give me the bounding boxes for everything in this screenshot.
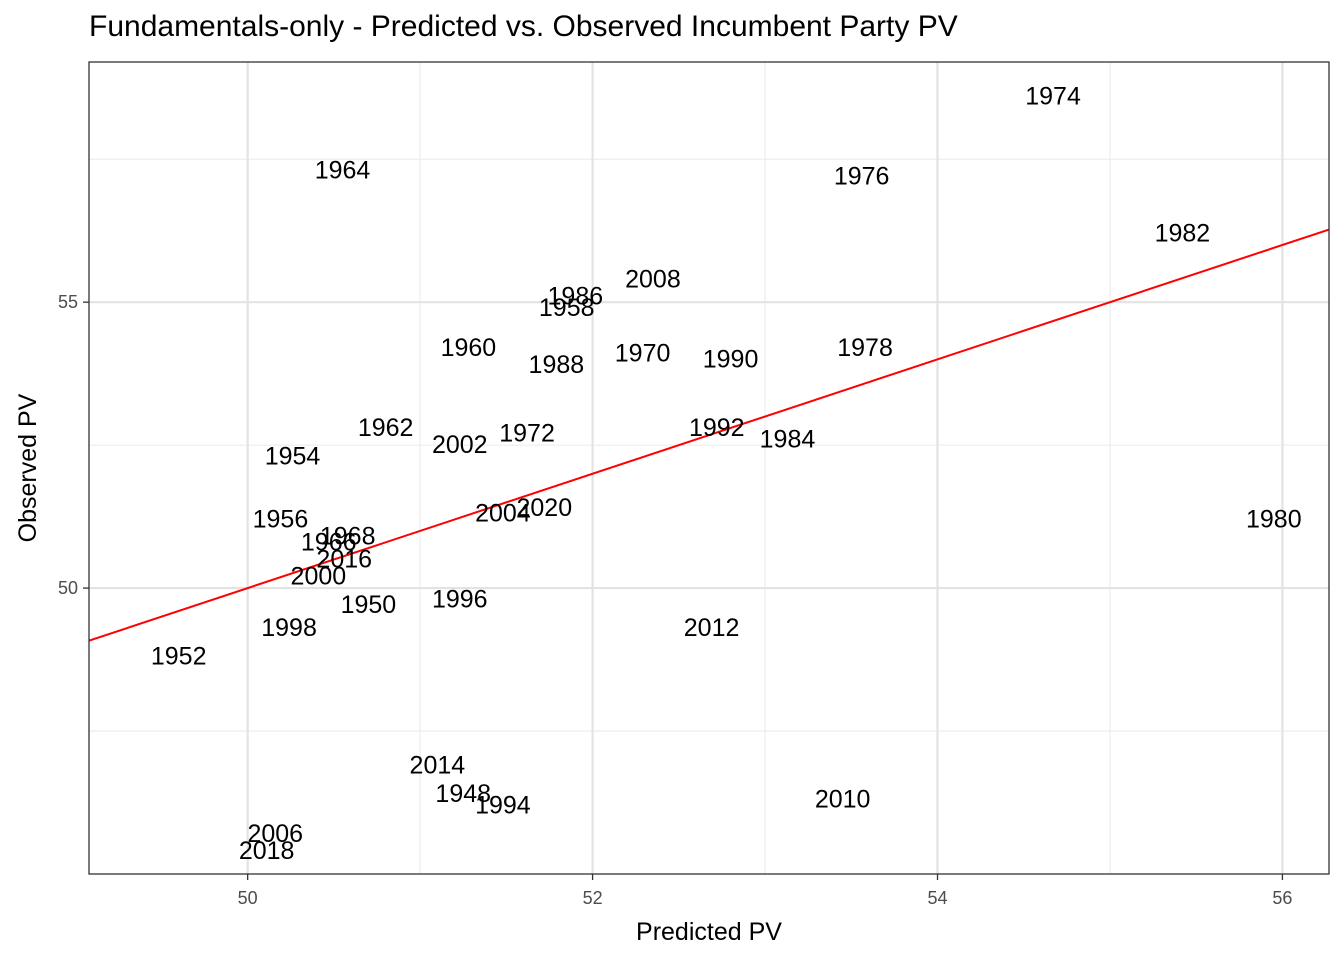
- point-label-1978: 1978: [837, 334, 893, 362]
- point-label-2018: 2018: [239, 837, 295, 865]
- point-label-1950: 1950: [341, 591, 397, 619]
- point-label-2000: 2000: [291, 563, 347, 591]
- point-label-2016: 2016: [316, 545, 372, 573]
- point-label-1990: 1990: [703, 345, 759, 373]
- point-label-1954: 1954: [265, 443, 321, 471]
- plot-panel-background: [89, 62, 1329, 874]
- x-axis-title: Predicted PV: [636, 918, 782, 946]
- x-tick-label: 54: [927, 888, 947, 908]
- point-label-2012: 2012: [684, 614, 740, 642]
- point-label-1982: 1982: [1155, 220, 1211, 248]
- point-label-1974: 1974: [1025, 82, 1081, 110]
- y-axis-title: Observed PV: [14, 393, 42, 542]
- x-tick-label: 52: [583, 888, 603, 908]
- point-label-1968: 1968: [320, 523, 376, 551]
- point-label-1992: 1992: [689, 414, 745, 442]
- point-label-1986: 1986: [548, 282, 604, 310]
- point-label-1970: 1970: [615, 340, 671, 368]
- point-label-1996: 1996: [432, 586, 488, 614]
- fit-line-layer: [89, 228, 1329, 642]
- point-label-1980: 1980: [1246, 505, 1302, 533]
- point-label-1964: 1964: [315, 157, 371, 185]
- major-gridlines: [89, 62, 1329, 874]
- point-label-2010: 2010: [815, 786, 871, 814]
- minor-gridlines: [89, 62, 1329, 874]
- point-label-1958: 1958: [539, 294, 595, 322]
- point-label-1994: 1994: [475, 791, 531, 819]
- x-tick-label: 56: [1272, 888, 1292, 908]
- point-label-1984: 1984: [760, 425, 816, 453]
- x-axis-ticks: 50 52 54 56: [238, 874, 1292, 908]
- point-labels: 1948 1950 1952 1954 1956 1958 1960 1962 1964 1966…: [151, 82, 1302, 865]
- point-label-1988: 1988: [529, 351, 585, 379]
- point-label-1972: 1972: [499, 420, 555, 448]
- point-label-1998: 1998: [261, 614, 317, 642]
- point-label-1976: 1976: [834, 162, 890, 190]
- point-label-1948: 1948: [435, 780, 491, 808]
- point-label-1966: 1966: [301, 528, 357, 556]
- point-label-1962: 1962: [358, 414, 414, 442]
- plot-panel-border: [88, 61, 1330, 875]
- point-label-2002: 2002: [432, 431, 488, 459]
- y-tick-label: 55: [58, 292, 78, 312]
- point-label-1956: 1956: [253, 505, 309, 533]
- point-label-1952: 1952: [151, 643, 207, 671]
- point-label-2008: 2008: [625, 265, 681, 293]
- y-axis-ticks: 50 55: [58, 292, 89, 598]
- point-label-2006: 2006: [247, 820, 303, 848]
- x-tick-label: 50: [238, 888, 258, 908]
- fit-line: [89, 228, 1329, 642]
- point-label-2020: 2020: [516, 494, 572, 522]
- chart-title: Fundamentals-only - Predicted vs. Observ…: [89, 10, 958, 43]
- y-tick-label: 50: [58, 578, 78, 598]
- point-label-2014: 2014: [410, 751, 466, 779]
- point-label-2004: 2004: [475, 500, 531, 528]
- point-label-1960: 1960: [441, 334, 497, 362]
